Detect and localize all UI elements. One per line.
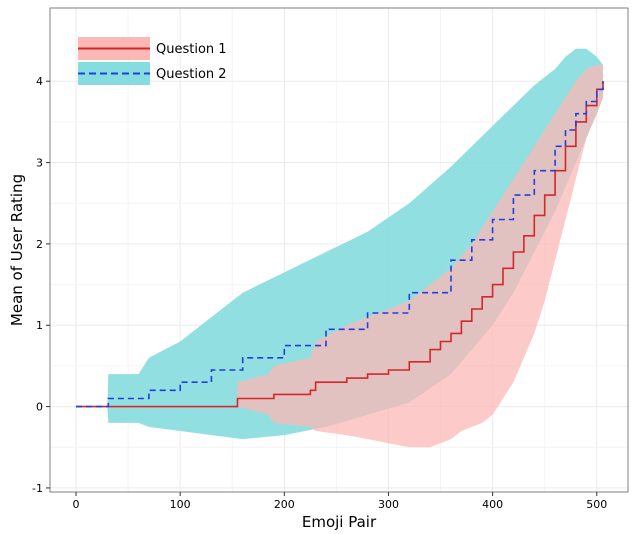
y-tick-label-2: 1 <box>36 319 43 332</box>
y-tick-label-1: 0 <box>36 401 43 414</box>
legend-label-question-1: Question 1 <box>156 42 227 57</box>
chart: 0 100 200 300 400 500 -1 0 1 2 3 4 Emoji Pair Mean… <box>0 0 635 534</box>
x-tick-label-2: 200 <box>274 498 295 511</box>
x-tick-label-3: 300 <box>378 498 399 511</box>
y-tick-label-4: 3 <box>36 157 43 170</box>
y-tick-label-5: 4 <box>36 75 43 88</box>
y-axis-title: Mean of User Rating <box>8 174 26 326</box>
legend-label-question-2: Question 2 <box>156 67 227 82</box>
x-tick-label-1: 100 <box>170 498 191 511</box>
x-tick-label-5: 500 <box>586 498 607 511</box>
x-axis-title: Emoji Pair <box>302 513 377 531</box>
y-tick-label-0: -1 <box>32 482 43 495</box>
x-tick-label-0: 0 <box>73 498 80 511</box>
x-tick-label-4: 400 <box>482 498 503 511</box>
y-tick-label-3: 2 <box>36 238 43 251</box>
